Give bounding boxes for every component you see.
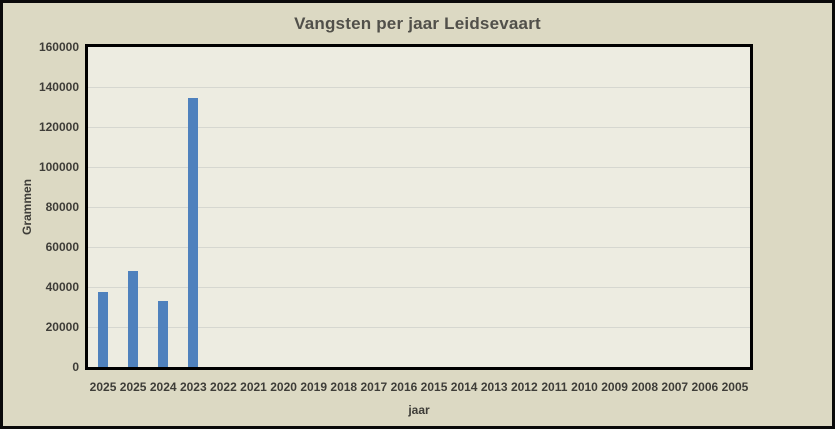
gridline <box>88 327 750 328</box>
x-tick-label: 2025 <box>119 380 147 394</box>
x-tick-label: 2009 <box>601 380 628 394</box>
gridline <box>88 207 750 208</box>
gridline <box>88 247 750 248</box>
bar-2025 <box>128 271 139 367</box>
x-tick-label: 2019 <box>300 380 328 394</box>
x-tick-label: 2020 <box>270 380 297 394</box>
gridline <box>88 287 750 288</box>
x-tick-label: 2006 <box>691 380 719 394</box>
y-tick-label: 20000 <box>45 320 79 334</box>
y-tick-label: 40000 <box>45 280 79 294</box>
x-tick-label: 2016 <box>390 380 418 394</box>
x-tick-label: 2023 <box>179 380 207 394</box>
bar-2023 <box>188 98 199 367</box>
x-tick-label: 2021 <box>240 380 267 394</box>
x-tick-label: 2005 <box>721 380 749 394</box>
bar-2025 <box>98 292 109 367</box>
y-tick-label: 140000 <box>38 80 79 94</box>
plot-area <box>85 44 753 370</box>
x-tick-label: 2025 <box>89 380 117 394</box>
x-tick-label: 2007 <box>661 380 689 394</box>
x-tick-label: 2010 <box>571 380 598 394</box>
y-tick-label: 0 <box>72 360 79 374</box>
gridline <box>88 87 750 88</box>
gridline <box>88 127 750 128</box>
x-axis-title: jaar <box>408 403 430 417</box>
y-tick-label: 80000 <box>45 200 79 214</box>
x-tick-label: 2015 <box>420 380 448 394</box>
x-tick-label: 2011 <box>541 380 568 394</box>
x-tick-label: 2022 <box>210 380 237 394</box>
bar-2024 <box>158 301 169 367</box>
x-tick-label: 2008 <box>631 380 659 394</box>
x-tick-label: 2017 <box>360 380 388 394</box>
x-tick-label: 2018 <box>330 380 358 394</box>
y-tick-label: 100000 <box>38 160 79 174</box>
y-tick-label: 120000 <box>38 120 79 134</box>
x-tick-label: 2013 <box>480 380 508 394</box>
x-tick-label: 2014 <box>450 380 478 394</box>
gridline <box>88 167 750 168</box>
x-tick-label: 2024 <box>149 380 177 394</box>
chart-title: Vangsten per jaar Leidsevaart <box>294 14 541 33</box>
x-tick-label: 2012 <box>510 380 538 394</box>
y-tick-label: 160000 <box>38 40 79 54</box>
y-tick-label: 60000 <box>45 240 79 254</box>
